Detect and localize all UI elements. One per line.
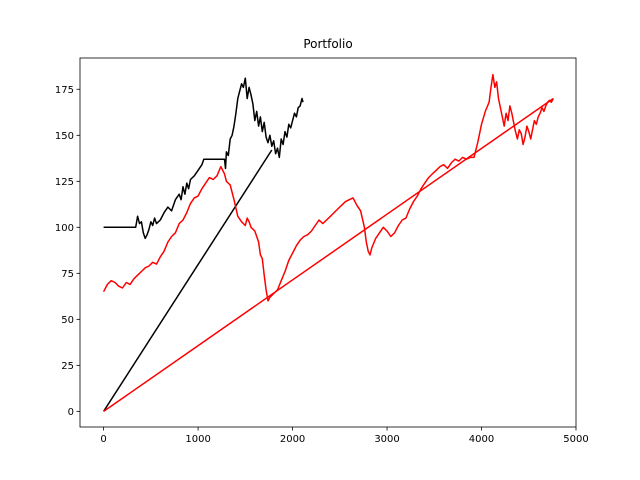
series-line-4 bbox=[103, 97, 554, 413]
y-axis: 0 25 50 75 100 125 150 175 bbox=[55, 85, 80, 418]
y-tick-label: 50 bbox=[61, 315, 74, 326]
series-line-2 bbox=[102, 149, 273, 412]
chart-title: Portfolio bbox=[303, 37, 352, 51]
x-tick-label: 0 bbox=[100, 434, 106, 445]
plot-frame bbox=[79, 57, 577, 428]
x-tick-label: 4000 bbox=[469, 434, 494, 445]
y-tick-label: 150 bbox=[55, 131, 74, 142]
x-tick-label: 1000 bbox=[185, 434, 210, 445]
series-line-1 bbox=[103, 77, 304, 240]
series-layer bbox=[102, 73, 554, 413]
x-tick-label: 2000 bbox=[280, 434, 305, 445]
series-line-3 bbox=[102, 73, 554, 302]
x-tick-label: 3000 bbox=[374, 434, 399, 445]
y-tick-label: 75 bbox=[61, 269, 74, 280]
y-tick-label: 25 bbox=[61, 361, 74, 372]
y-tick-label: 175 bbox=[55, 85, 74, 96]
x-tick-label: 5000 bbox=[563, 434, 588, 445]
x-axis: 0 1000 2000 3000 4000 5000 bbox=[100, 427, 589, 445]
y-tick-label: 125 bbox=[55, 177, 74, 188]
y-tick-label: 100 bbox=[55, 223, 74, 234]
y-tick-label: 0 bbox=[68, 407, 74, 418]
